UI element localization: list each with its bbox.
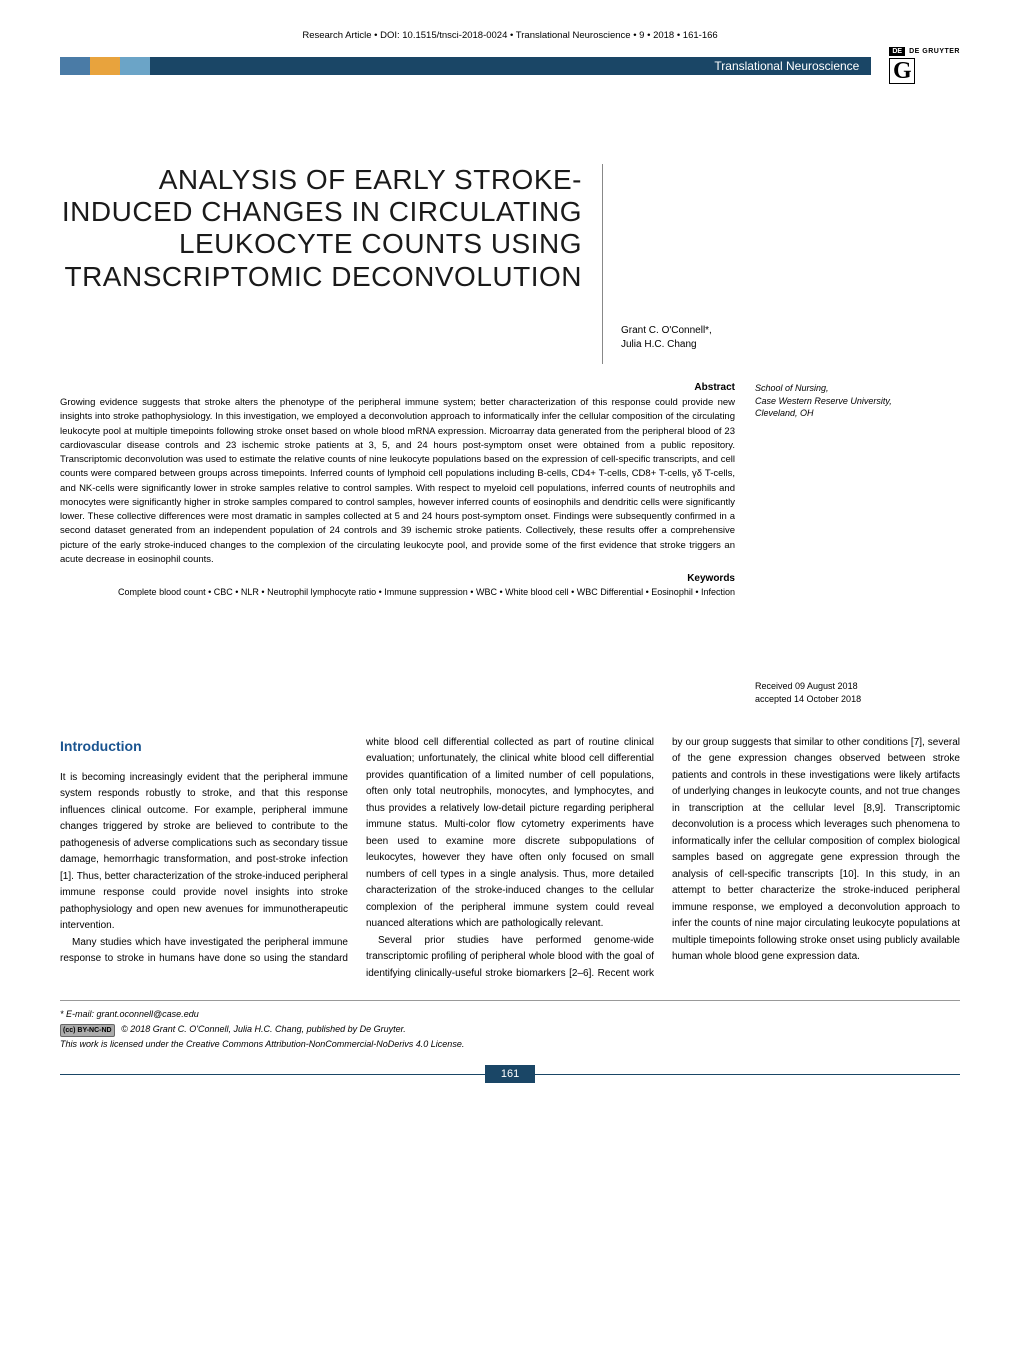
page-number: 161 — [485, 1065, 535, 1083]
journal-name: Translational Neuroscience — [150, 57, 871, 75]
intro-para-1: It is becoming increasingly evident that… — [60, 770, 348, 935]
footer-rule-left — [60, 1074, 485, 1075]
bar-blue — [60, 57, 90, 75]
publisher-name: DE GRUYTER — [909, 48, 960, 55]
color-bar: Translational Neuroscience — [60, 57, 871, 75]
header-citation: Research Article • DOI: 10.1515/tnsci-20… — [60, 30, 960, 41]
affil-2: Case Western Reserve University, — [755, 396, 892, 406]
affil-3: Cleveland, OH — [755, 408, 814, 418]
publication-dates: Received 09 August 2018 accepted 14 Octo… — [755, 680, 944, 707]
journal-text: Translational Neuroscience — [714, 57, 859, 75]
cc-badge-icon: (cc) BY-NC-ND — [60, 1024, 115, 1037]
header-bar: Translational Neuroscience DE DE GRUYTER… — [60, 47, 960, 84]
introduction-heading: Introduction — [60, 735, 348, 758]
copyright-line: (cc) BY-NC-ND © 2018 Grant C. O'Connell,… — [60, 1022, 960, 1037]
authors: Grant C. O'Connell*, Julia H.C. Chang — [621, 324, 944, 352]
publisher-badge: DE DE GRUYTER G — [889, 47, 960, 84]
affil-1: School of Nursing, — [755, 383, 829, 393]
abstract-text: Growing evidence suggests that stroke al… — [60, 396, 735, 567]
author-2: Julia H.C. Chang — [621, 339, 697, 350]
keywords-heading: Keywords — [60, 573, 735, 584]
bar-orange — [90, 57, 120, 75]
article-title: ANALYSIS OF EARLY STROKE-INDUCED CHANGES… — [60, 164, 582, 293]
author-1: Grant C. O'Connell*, — [621, 325, 712, 336]
date-received: Received 09 August 2018 — [755, 681, 858, 691]
publisher-g-logo: G — [889, 58, 915, 84]
footer-rule-right — [535, 1074, 960, 1075]
copyright-text: © 2018 Grant C. O'Connell, Julia H.C. Ch… — [121, 1024, 406, 1034]
footnotes: * E-mail: grant.oconnell@case.edu (cc) B… — [60, 1000, 960, 1051]
abstract-heading: Abstract — [60, 382, 735, 393]
bar-lightblue — [120, 57, 150, 75]
keywords-text: Complete blood count • CBC • NLR • Neutr… — [60, 586, 735, 600]
body-text: Introduction It is becoming increasingly… — [60, 735, 960, 983]
affiliation: School of Nursing, Case Western Reserve … — [755, 382, 944, 420]
license-line: This work is licensed under the Creative… — [60, 1037, 960, 1051]
de-badge: DE — [889, 47, 905, 56]
date-accepted: accepted 14 October 2018 — [755, 694, 861, 704]
corresponding-email: * E-mail: grant.oconnell@case.edu — [60, 1007, 960, 1021]
footer-bar: 161 — [60, 1065, 960, 1083]
